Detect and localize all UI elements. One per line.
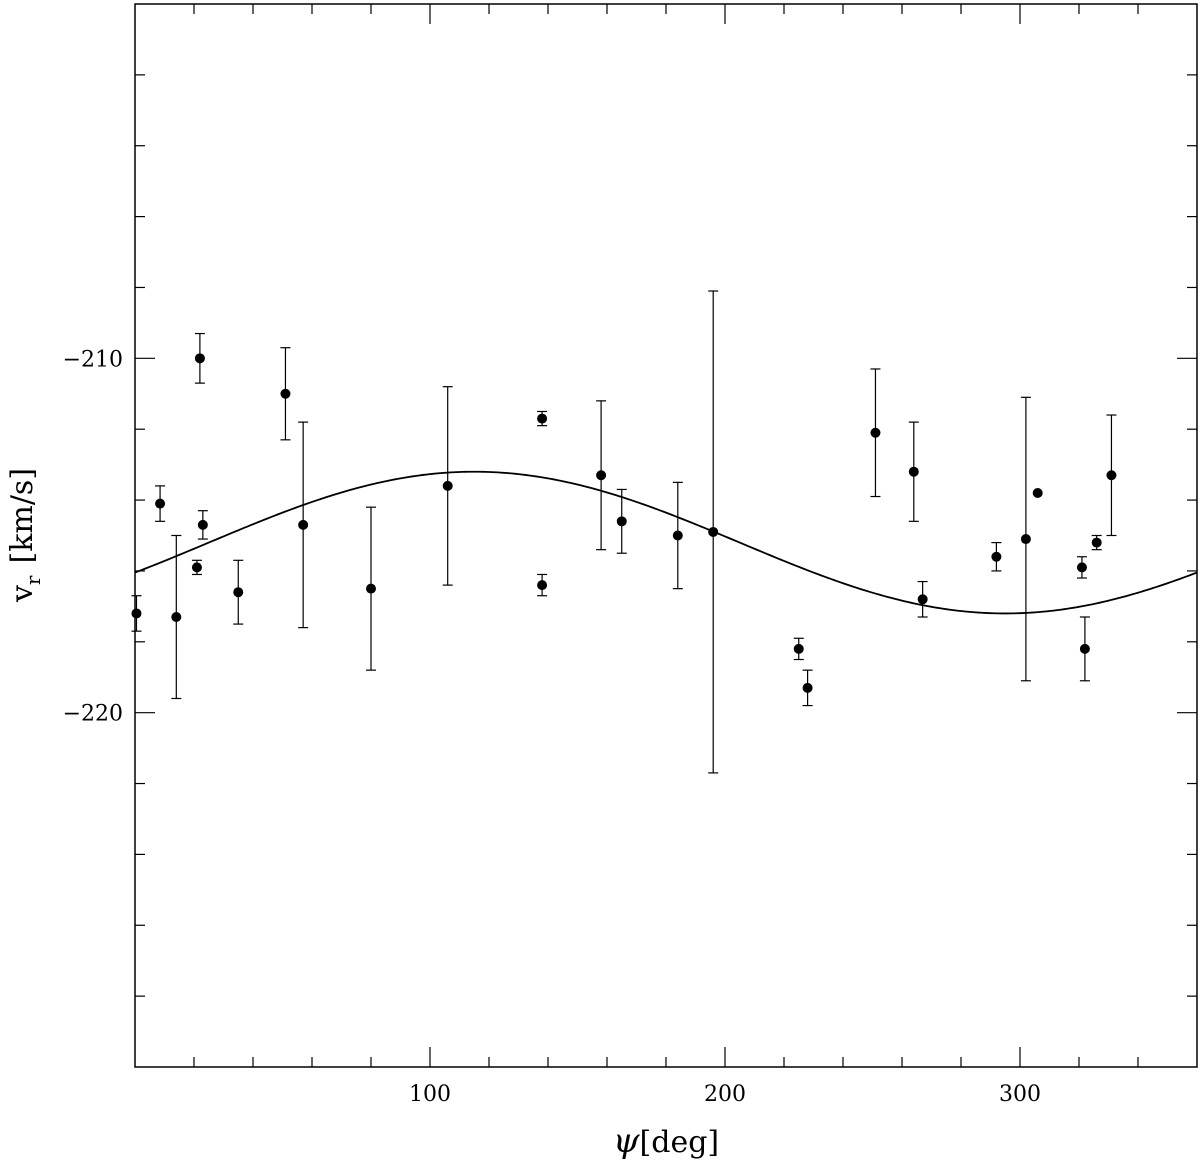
data-point [616, 516, 627, 527]
y-tick-label: −220 [63, 702, 123, 727]
data-point [233, 587, 244, 598]
data-point [708, 526, 719, 537]
data-point [596, 470, 607, 481]
data-point [917, 594, 928, 605]
data-point [194, 353, 205, 364]
data-point [366, 583, 376, 594]
data-point [1020, 534, 1031, 545]
data-point [537, 413, 548, 424]
y-axis-label-main: v [5, 585, 40, 603]
y-tick-label: −210 [63, 347, 123, 372]
data-point [793, 643, 804, 654]
y-axis-label-unit: [km/s] [5, 468, 40, 564]
data-point [442, 480, 453, 491]
y-axis-label-sub: r [21, 575, 45, 585]
data-point [197, 519, 208, 530]
x-tick-label: 100 [409, 1082, 451, 1107]
plot-frame [134, 3, 1198, 1068]
data-point [991, 551, 1002, 562]
data-point [131, 608, 142, 619]
data-point [672, 530, 683, 541]
axis-ticks [135, 4, 1197, 1067]
data-point [171, 611, 182, 622]
x-tick-label: 300 [999, 1082, 1041, 1107]
data-point [1032, 487, 1043, 498]
data-point [280, 388, 291, 399]
data-point [870, 427, 881, 438]
x-tick-label: 200 [704, 1082, 746, 1107]
x-axis-label-unit: [deg] [640, 1125, 720, 1160]
x-axis-label: ψ[deg] [613, 1121, 719, 1160]
data-point [155, 498, 166, 509]
data-point [298, 519, 309, 530]
data-point [1106, 470, 1117, 481]
data-point [191, 562, 202, 573]
x-axis-label-symbol: ψ [613, 1121, 640, 1160]
error-bars [131, 290, 1117, 774]
model-curve [134, 470, 1198, 615]
data-point [1079, 643, 1090, 654]
data-point [1076, 562, 1087, 573]
data-point [802, 682, 813, 693]
data-points [131, 353, 1117, 693]
tick-labels: 100 200 300 −210 −220 [63, 347, 1041, 1107]
data-point [1091, 537, 1102, 548]
y-axis-label: vr [km/s] [5, 468, 45, 603]
data-point [537, 580, 548, 591]
data-point [908, 466, 919, 477]
